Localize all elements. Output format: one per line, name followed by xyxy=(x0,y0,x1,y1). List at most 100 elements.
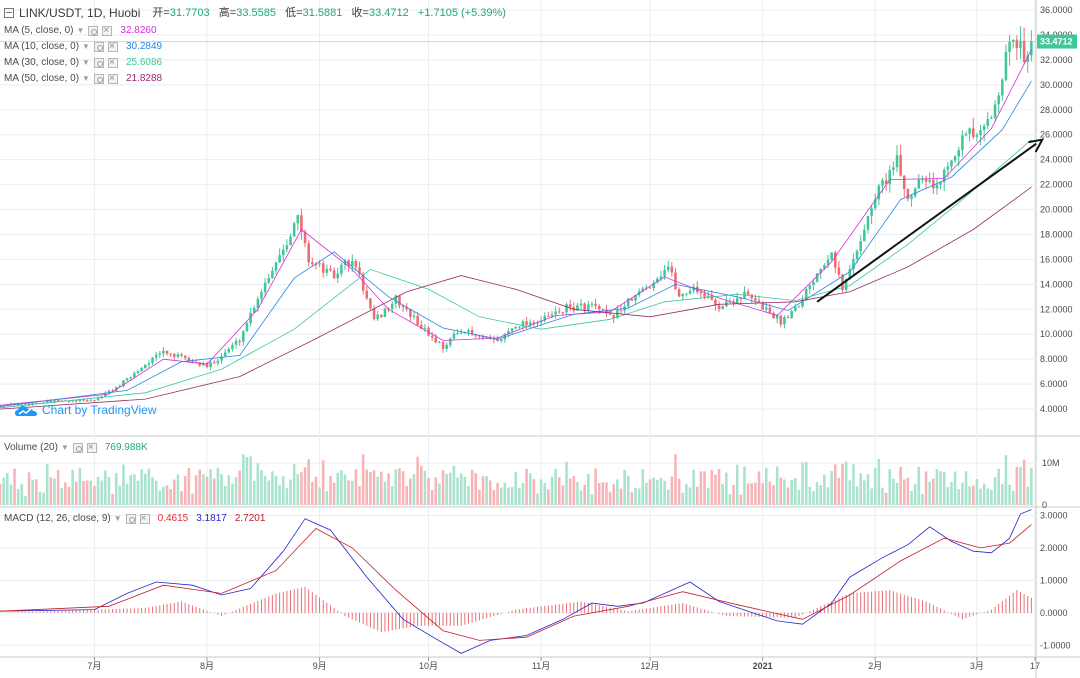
gear-icon[interactable] xyxy=(93,58,104,68)
gear-icon[interactable] xyxy=(125,514,136,524)
candle-body xyxy=(220,356,223,361)
volume-bar xyxy=(539,479,543,505)
candle-body xyxy=(910,196,913,200)
gear-icon[interactable] xyxy=(93,42,104,52)
volume-legend[interactable]: Volume (20) ▼ 769.988K xyxy=(4,440,148,456)
ma10-legend-row[interactable]: MA (10, close, 0) ▼ 30.2849 xyxy=(4,39,506,55)
candle-body xyxy=(191,361,194,363)
candle-body xyxy=(572,307,576,311)
candle-body xyxy=(884,180,888,185)
volume-bar xyxy=(321,460,325,505)
price-tick-label: 16.0000 xyxy=(1040,254,1073,264)
chevron-down-icon[interactable]: ▼ xyxy=(82,58,90,67)
close-icon[interactable] xyxy=(107,71,118,87)
collapse-icon[interactable] xyxy=(4,8,14,18)
volume-bar xyxy=(274,475,278,505)
volume-bar xyxy=(369,472,372,505)
chevron-down-icon[interactable]: ▼ xyxy=(76,26,85,35)
chevron-down-icon[interactable]: ▼ xyxy=(113,514,122,523)
volume-bar xyxy=(456,477,459,505)
candle-body xyxy=(183,355,187,358)
candle-body xyxy=(423,327,427,329)
close-icon[interactable] xyxy=(86,440,97,456)
volume-bar xyxy=(587,474,590,505)
volume-bar xyxy=(743,466,746,505)
volume-bar xyxy=(1022,459,1026,505)
volume-bar xyxy=(808,486,812,505)
volume-bar xyxy=(252,480,256,505)
candle-body xyxy=(383,308,387,317)
volume-bar xyxy=(1026,486,1030,505)
candle-body xyxy=(154,354,158,358)
candle-body xyxy=(405,307,409,310)
volume-bar xyxy=(528,473,532,505)
ma-line-1 xyxy=(0,80,1032,407)
chevron-down-icon[interactable]: ▼ xyxy=(82,42,90,51)
volume-bar xyxy=(242,454,245,505)
volume-bar xyxy=(786,487,790,505)
volume-bar xyxy=(169,489,172,505)
volume-bar xyxy=(383,481,387,505)
volume-bar xyxy=(53,478,56,505)
symbol-row: LINK/USDT, 1D, Huobi 开=31.7703 高=33.5585… xyxy=(4,5,506,21)
volume-bar xyxy=(49,477,53,505)
candle-body xyxy=(961,135,964,151)
volume-bar xyxy=(797,489,801,505)
volume-bar xyxy=(550,476,554,505)
volume-bar xyxy=(975,479,979,505)
volume-bar xyxy=(325,491,329,505)
candle-body xyxy=(1026,55,1030,62)
volume-bar xyxy=(133,474,136,505)
candle-body xyxy=(608,313,612,315)
close-icon[interactable] xyxy=(107,39,118,55)
volume-bar xyxy=(935,469,939,505)
close-icon[interactable] xyxy=(139,511,150,527)
gear-icon[interactable] xyxy=(72,443,83,453)
chevron-down-icon[interactable]: ▼ xyxy=(60,443,69,452)
volume-bar xyxy=(194,475,198,505)
candle-body xyxy=(815,273,819,282)
volume-bar xyxy=(256,463,260,505)
close-icon[interactable] xyxy=(102,23,113,39)
candle-body xyxy=(231,344,234,350)
candle-body xyxy=(902,175,906,189)
ohlc-readout: 开=31.7703 高=33.5585 低=31.5881 收=33.4712 … xyxy=(152,5,506,21)
volume-bar xyxy=(725,472,728,505)
ma5-legend-row[interactable]: MA (5, close, 0) ▼ 32.8260 xyxy=(4,23,506,39)
volume-bar xyxy=(706,488,710,505)
candle-body xyxy=(340,264,343,274)
candle-body xyxy=(823,265,826,269)
volume-bar xyxy=(361,454,365,505)
close-label: 收= xyxy=(351,7,369,19)
volume-bar xyxy=(13,468,16,505)
candle-body xyxy=(514,327,517,329)
volume-bar xyxy=(416,456,419,505)
chevron-down-icon[interactable]: ▼ xyxy=(82,74,90,83)
volume-bar xyxy=(376,476,379,505)
ma50-legend-row[interactable]: MA (50, close, 0) ▼ 21.8288 xyxy=(4,71,506,87)
volume-bar xyxy=(681,492,685,505)
volume-bar xyxy=(597,483,601,505)
candle-body xyxy=(209,362,212,368)
volume-bar xyxy=(0,483,2,505)
volume-bar xyxy=(183,476,187,505)
volume-bar xyxy=(521,483,525,505)
volume-bar xyxy=(96,476,100,505)
tradingview-watermark[interactable]: Chart by TradingView xyxy=(14,401,157,419)
candle-body xyxy=(750,294,754,299)
candle-body xyxy=(924,179,928,182)
candle-body xyxy=(311,262,314,265)
candle-body xyxy=(260,291,263,299)
ma30-legend-row[interactable]: MA (30, close, 0) ▼ 25.6086 xyxy=(4,55,506,71)
close-icon[interactable] xyxy=(107,55,118,71)
candle-body xyxy=(1001,79,1004,96)
volume-bar xyxy=(677,478,681,505)
macd-legend[interactable]: MACD (12, 26, close, 9) ▼ 0.4615 3.1817 … xyxy=(4,511,265,527)
volume-bar xyxy=(957,489,961,505)
candle-body xyxy=(706,295,710,297)
ma-line-3 xyxy=(0,186,1032,410)
gear-icon[interactable] xyxy=(93,74,104,84)
gear-icon[interactable] xyxy=(88,26,99,36)
